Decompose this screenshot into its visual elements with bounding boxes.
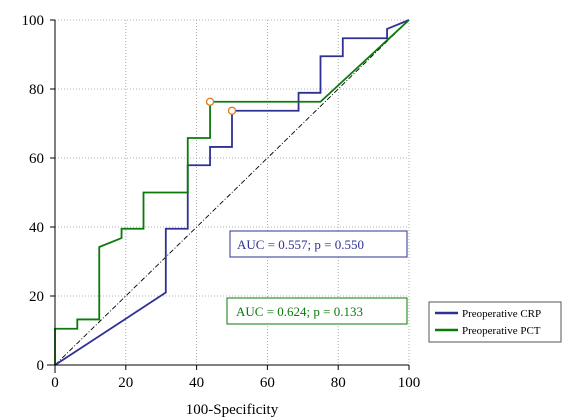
annotation-pct-text: AUC = 0.624; p = 0.133 [236, 304, 363, 319]
annotation-crp: AUC = 0.557; p = 0.550 [229, 230, 408, 258]
grid [55, 19, 410, 365]
optimal-markers [205, 97, 237, 115]
optimal-point-preoperative-crp [227, 106, 237, 115]
legend-label-crp: Preoperative CRP [462, 308, 541, 320]
annotation-pct-box [226, 297, 408, 325]
y-tick-label: 20 [29, 289, 44, 305]
legend: Preoperative CRP Preoperative PCT [428, 301, 562, 343]
y-tick-label: 80 [29, 82, 44, 98]
x-tick-label: 0 [51, 375, 59, 391]
annotation-pct: AUC = 0.624; p = 0.133 [226, 297, 408, 325]
x-tick-label: 60 [260, 375, 275, 391]
ticks: 0 20 40 60 80 100 0 20 40 60 80 100 [22, 13, 421, 391]
annotation-crp-text: AUC = 0.557; p = 0.550 [237, 237, 364, 252]
axes [47, 20, 409, 373]
x-tick-label: 80 [331, 375, 346, 391]
x-tick-label: 20 [118, 375, 133, 391]
x-tick-label: 100 [398, 375, 421, 391]
series-layer [54, 19, 410, 366]
y-tick-label: 0 [37, 358, 45, 374]
legend-box [428, 301, 562, 343]
series-line-preoperative-pct [54, 19, 410, 365]
x-tick-label: 40 [189, 375, 204, 391]
annotation-crp-box [229, 230, 408, 258]
optimal-point-preoperative-pct [205, 97, 215, 106]
y-tick-label: 40 [29, 220, 44, 236]
legend-label-pct: Preoperative PCT [462, 325, 541, 337]
reference-line [54, 19, 410, 366]
series-line-preoperative-crp [54, 19, 410, 366]
y-tick-label: 60 [29, 151, 44, 167]
x-axis-title: 100-Specificity [186, 402, 279, 418]
y-tick-label: 100 [22, 13, 45, 29]
reference-diagonal [54, 19, 410, 366]
